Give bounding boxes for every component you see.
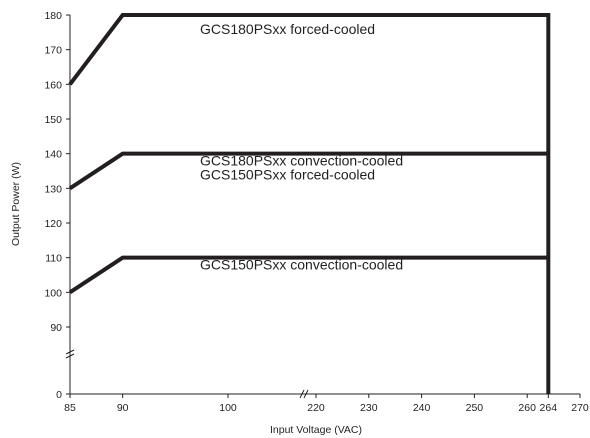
axes xyxy=(69,15,580,395)
x-axis-break xyxy=(299,389,309,399)
x-axis-title: Input Voltage (VAC) xyxy=(270,424,362,436)
annotation-label: GCS150PSxx forced-cooled xyxy=(200,166,375,182)
y-axis-title: Output Power (W) xyxy=(10,162,22,246)
x-tick-label: 264 xyxy=(540,402,558,414)
x-tick-label: 260 xyxy=(518,402,536,414)
y-tick-label: 100 xyxy=(44,287,62,299)
y-tick-label: 170 xyxy=(44,45,62,57)
y-ticks: 0 90 100 110 120 130 140 150 160 170 180 xyxy=(44,10,70,401)
y-tick-label: 180 xyxy=(44,10,62,22)
series-line-2 xyxy=(68,151,549,191)
y-tick-label: 160 xyxy=(44,79,62,91)
x-ticks: 85 90 100 220 230 240 250 260 264 270 xyxy=(64,394,589,414)
y-tick-label: 150 xyxy=(44,114,62,126)
x-tick-label: 85 xyxy=(64,402,76,414)
series-lines xyxy=(68,13,551,394)
x-tick-label: 220 xyxy=(307,402,325,414)
x-tick-label: 240 xyxy=(413,402,431,414)
y-tick-label: 140 xyxy=(44,149,62,161)
annotation-label: GCS180PSxx forced-cooled xyxy=(200,21,375,37)
x-tick-label: 90 xyxy=(117,402,129,414)
annotation-label: GCS180PSxx convection-cooled xyxy=(200,153,403,169)
x-tick-label: 250 xyxy=(466,402,484,414)
x-tick-label: 270 xyxy=(571,402,589,414)
series-line-1 xyxy=(68,13,551,394)
annotation-label: GCS150PSxx convection-cooled xyxy=(200,257,403,273)
annotations: GCS180PSxx forced-cooled GCS180PSxx conve… xyxy=(200,21,403,273)
y-tick-label: 0 xyxy=(56,389,62,401)
y-axis-break xyxy=(65,349,75,359)
y-tick-label: 90 xyxy=(50,322,62,334)
y-tick-label: 130 xyxy=(44,183,62,195)
x-tick-label: 230 xyxy=(360,402,378,414)
series-line-3 xyxy=(68,255,549,295)
y-tick-label: 110 xyxy=(45,253,62,265)
y-tick-label: 120 xyxy=(44,218,62,230)
x-tick-label: 100 xyxy=(219,402,237,414)
